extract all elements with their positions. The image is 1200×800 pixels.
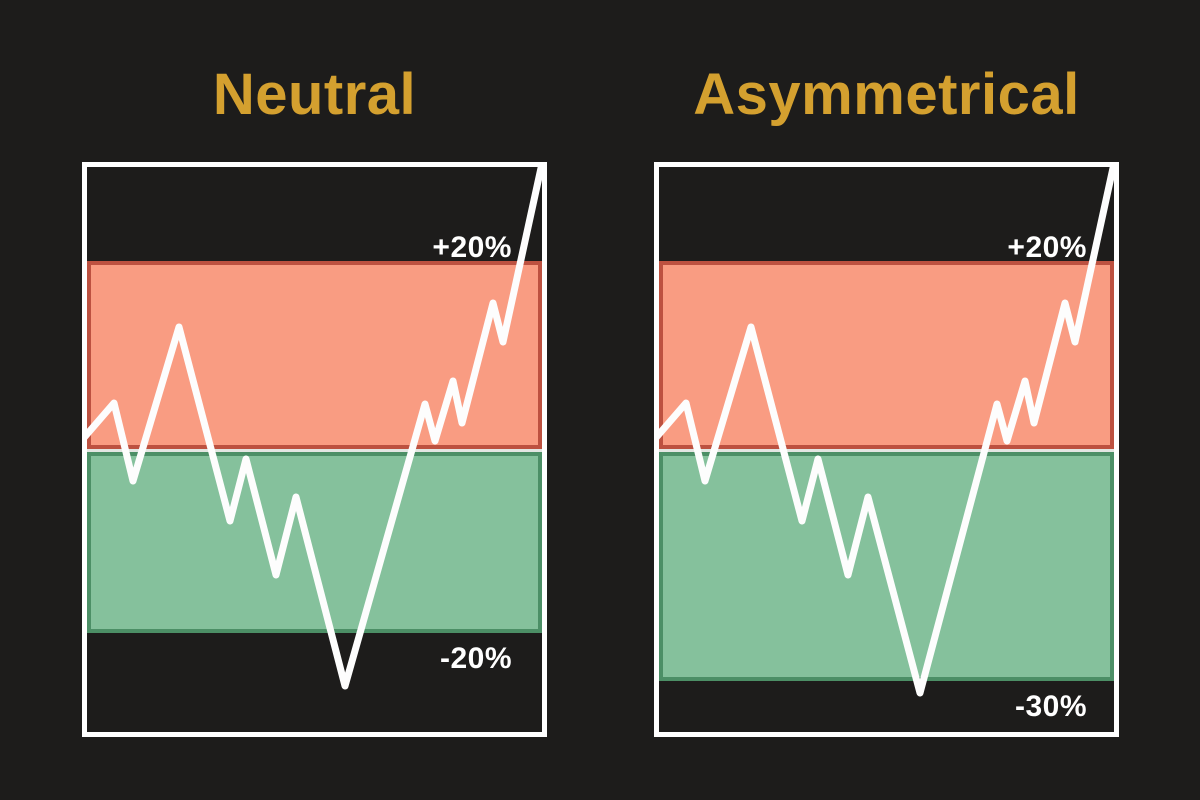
chart-title-asymmetrical: Asymmetrical [693,62,1080,127]
upper-threshold-label: +20% [1007,231,1087,264]
chart-title-neutral: Neutral [212,62,417,127]
lower-threshold-label: -20% [440,642,512,675]
zero-midline [87,449,542,452]
price-zigzag-line [82,164,545,690]
upper-gain-band [659,261,1114,449]
chart-border-frame [654,162,1119,737]
risk-band-chart-neutral: +20% -20% [82,162,547,737]
chart-border-frame [82,162,547,737]
chart-panel-asymmetrical: +20% -30% [654,162,1119,737]
zero-midline [659,449,1114,452]
risk-band-chart-asymmetrical: +20% -30% [654,162,1119,737]
price-zigzag-line [654,164,1117,697]
upper-threshold-label: +20% [432,231,512,264]
lower-threshold-label: -30% [1015,690,1087,723]
chart-panel-neutral: +20% -20% [82,162,547,737]
upper-gain-band [87,261,542,449]
lower-loss-band [87,452,542,633]
